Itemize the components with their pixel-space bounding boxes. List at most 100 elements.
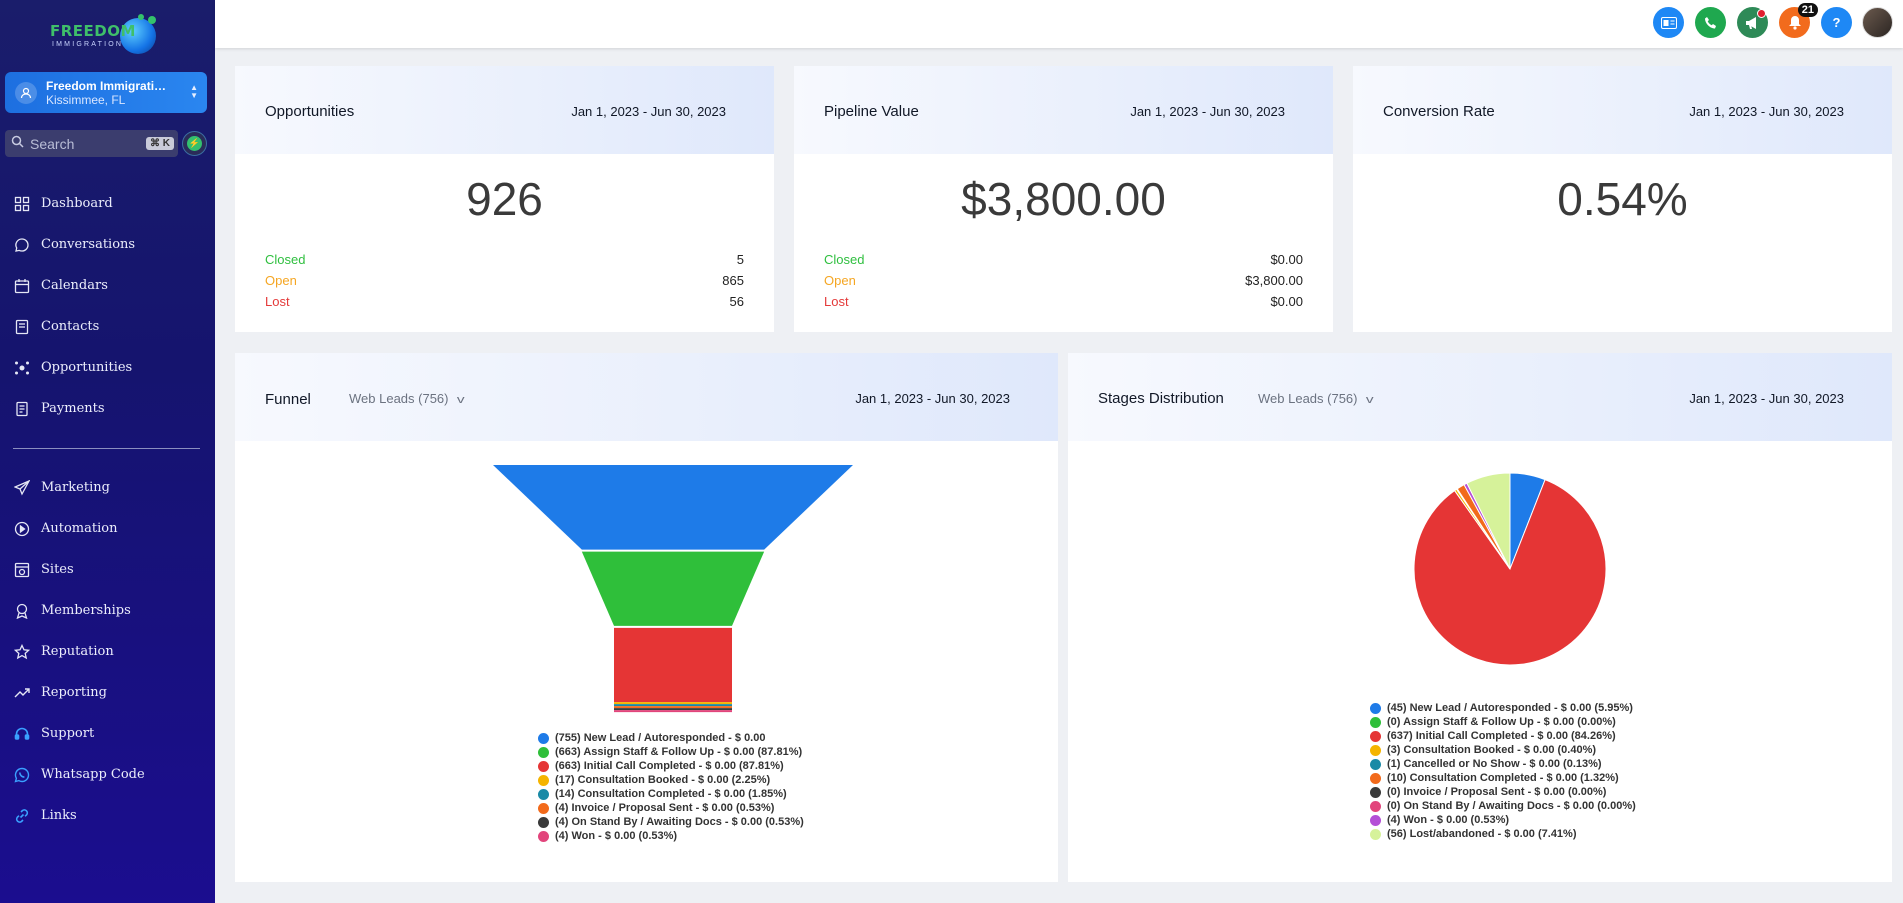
legend-item[interactable]: (10) Consultation Completed - $ 0.00 (1.… bbox=[1370, 771, 1636, 785]
sidebar-item-payments[interactable]: Payments bbox=[0, 388, 215, 429]
notifications-button[interactable]: 21 bbox=[1779, 3, 1818, 38]
sidebar-item-dashboard[interactable]: Dashboard bbox=[0, 183, 215, 224]
card-title: Pipeline Value bbox=[824, 103, 919, 120]
legend-label: (56) Lost/abandoned - $ 0.00 (7.41%) bbox=[1387, 828, 1577, 840]
nav-secondary: Marketing Automation Sites Memberships R… bbox=[0, 467, 215, 836]
funnel-segment[interactable] bbox=[614, 708, 732, 711]
sidebar-item-automation[interactable]: Automation bbox=[0, 508, 215, 549]
help-button[interactable]: ? bbox=[1821, 7, 1852, 38]
legend-label: (45) New Lead / Autoresponded - $ 0.00 (… bbox=[1387, 702, 1633, 714]
globe-icon bbox=[120, 18, 156, 54]
legend-item[interactable]: (0) Assign Staff & Follow Up - $ 0.00 (0… bbox=[1370, 715, 1636, 729]
stat-value: 56 bbox=[729, 294, 744, 309]
legend-item[interactable]: (663) Initial Call Completed - $ 0.00 (8… bbox=[538, 759, 804, 773]
stat-label: Lost bbox=[824, 294, 849, 309]
sidebar-item-label: Marketing bbox=[41, 480, 110, 495]
legend-item[interactable]: (4) Invoice / Proposal Sent - $ 0.00 (0.… bbox=[538, 801, 804, 815]
stages-legend: (45) New Lead / Autoresponded - $ 0.00 (… bbox=[1370, 701, 1636, 841]
pipeline-filter-dropdown[interactable]: Web Leads (756) v bbox=[349, 391, 465, 406]
pipeline-filter-dropdown[interactable]: Web Leads (756) v bbox=[1258, 391, 1374, 406]
sidebar-item-conversations[interactable]: Conversations bbox=[0, 224, 215, 265]
stat-label: Closed bbox=[824, 252, 865, 267]
sidebar-item-reporting[interactable]: Reporting bbox=[0, 672, 215, 713]
legend-swatch bbox=[1370, 786, 1381, 798]
phone-icon bbox=[1704, 16, 1716, 28]
legend-swatch bbox=[1370, 814, 1381, 826]
legend-item[interactable]: (755) New Lead / Autoresponded - $ 0.00 bbox=[538, 731, 804, 745]
legend-swatch bbox=[1370, 758, 1381, 770]
sidebar-item-sites[interactable]: Sites bbox=[0, 549, 215, 590]
account-switcher[interactable]: Freedom Immigratio... Kissimmee, FL ▲ ▼ bbox=[5, 72, 207, 113]
link-icon bbox=[13, 807, 31, 825]
brand-logo[interactable]: FREEDOM IMMIGRATION bbox=[48, 14, 166, 54]
sidebar-item-memberships[interactable]: Memberships bbox=[0, 590, 215, 631]
stat-value: 5 bbox=[736, 252, 744, 267]
legend-item[interactable]: (0) Invoice / Proposal Sent - $ 0.00 (0.… bbox=[1370, 785, 1636, 799]
funnel-segment[interactable] bbox=[493, 465, 853, 550]
date-range[interactable]: Jan 1, 2023 - Jun 30, 2023 bbox=[1130, 104, 1285, 119]
quick-actions-button[interactable]: ⚡ bbox=[182, 131, 207, 156]
pie-slice[interactable] bbox=[1413, 478, 1607, 666]
sidebar-item-marketing[interactable]: Marketing bbox=[0, 467, 215, 508]
date-range[interactable]: Jan 1, 2023 - Jun 30, 2023 bbox=[855, 391, 1010, 406]
avatar[interactable] bbox=[1862, 7, 1893, 38]
legend-swatch bbox=[1370, 772, 1381, 784]
sidebar-item-opportunities[interactable]: Opportunities bbox=[0, 347, 215, 388]
help-icon: ? bbox=[1832, 15, 1841, 30]
legend-swatch bbox=[1370, 828, 1381, 840]
funnel-segment[interactable] bbox=[614, 710, 732, 713]
legend-item[interactable]: (4) Won - $ 0.00 (0.53%) bbox=[538, 829, 804, 843]
date-range[interactable]: Jan 1, 2023 - Jun 30, 2023 bbox=[1689, 391, 1844, 406]
legend-item[interactable]: (663) Assign Staff & Follow Up - $ 0.00 … bbox=[538, 745, 804, 759]
legend-label: (663) Initial Call Completed - $ 0.00 (8… bbox=[555, 760, 784, 772]
card-title: Conversion Rate bbox=[1383, 103, 1495, 120]
legend-item[interactable]: (45) New Lead / Autoresponded - $ 0.00 (… bbox=[1370, 701, 1636, 715]
sidebar-item-contacts[interactable]: Contacts bbox=[0, 306, 215, 347]
funnel-segment[interactable] bbox=[614, 702, 732, 705]
legend-swatch bbox=[1370, 716, 1381, 728]
dropdown-value: Web Leads (756) bbox=[1258, 391, 1358, 406]
search-input[interactable] bbox=[30, 135, 140, 152]
chevron-updown-icon: ▲ ▼ bbox=[190, 83, 198, 100]
stat-row-closed: Closed 5 bbox=[265, 252, 744, 267]
legend-label: (3) Consultation Booked - $ 0.00 (0.40%) bbox=[1387, 744, 1597, 756]
legend-swatch bbox=[538, 760, 549, 772]
legend-item[interactable]: (0) On Stand By / Awaiting Docs - $ 0.00… bbox=[1370, 799, 1636, 813]
legend-item[interactable]: (56) Lost/abandoned - $ 0.00 (7.41%) bbox=[1370, 827, 1636, 841]
sidebar-item-whatsapp-code[interactable]: Whatsapp Code bbox=[0, 754, 215, 795]
funnel-segment[interactable] bbox=[581, 551, 765, 626]
stat-row-lost: Lost 56 bbox=[265, 294, 744, 309]
trend-icon bbox=[13, 684, 31, 702]
pie-slice[interactable] bbox=[1466, 473, 1511, 570]
legend-item[interactable]: (17) Consultation Booked - $ 0.00 (2.25%… bbox=[538, 773, 804, 787]
contact-card-button[interactable] bbox=[1653, 7, 1684, 38]
legend-item[interactable]: (3) Consultation Booked - $ 0.00 (0.40%) bbox=[1370, 743, 1636, 757]
sidebar-item-support[interactable]: Support bbox=[0, 713, 215, 754]
date-range[interactable]: Jan 1, 2023 - Jun 30, 2023 bbox=[571, 104, 726, 119]
sidebar-item-label: Conversations bbox=[41, 237, 136, 252]
card-header: Funnel Web Leads (756) v Jan 1, 2023 - Ju… bbox=[235, 353, 1058, 441]
chevron-down-icon: v bbox=[456, 394, 465, 406]
date-range[interactable]: Jan 1, 2023 - Jun 30, 2023 bbox=[1689, 104, 1844, 119]
funnel-segment[interactable] bbox=[614, 627, 732, 703]
conversion-rate-value: 0.54% bbox=[1557, 173, 1688, 225]
legend-swatch bbox=[538, 746, 549, 758]
legend-item[interactable]: (4) Won - $ 0.00 (0.53%) bbox=[1370, 813, 1636, 827]
legend-swatch bbox=[538, 774, 549, 786]
chat-icon bbox=[13, 236, 31, 254]
legend-item[interactable]: (4) On Stand By / Awaiting Docs - $ 0.00… bbox=[538, 815, 804, 829]
sidebar-item-reputation[interactable]: Reputation bbox=[0, 631, 215, 672]
legend-item[interactable]: (14) Consultation Completed - $ 0.00 (1.… bbox=[538, 787, 804, 801]
legend-item[interactable]: (637) Initial Call Completed - $ 0.00 (8… bbox=[1370, 729, 1636, 743]
announcements-button[interactable] bbox=[1737, 7, 1768, 38]
funnel-segment[interactable] bbox=[614, 704, 732, 707]
sidebar-item-calendars[interactable]: Calendars bbox=[0, 265, 215, 306]
stat-label: Open bbox=[824, 273, 856, 288]
sidebar-item-links[interactable]: Links bbox=[0, 795, 215, 836]
chevron-down-icon: v bbox=[1365, 394, 1374, 406]
legend-item[interactable]: (1) Cancelled or No Show - $ 0.00 (0.13%… bbox=[1370, 757, 1636, 771]
funnel-segment[interactable] bbox=[614, 706, 732, 709]
phone-button[interactable] bbox=[1695, 7, 1726, 38]
search-box[interactable]: ⌘ K bbox=[5, 130, 178, 157]
legend-label: (637) Initial Call Completed - $ 0.00 (8… bbox=[1387, 730, 1616, 742]
